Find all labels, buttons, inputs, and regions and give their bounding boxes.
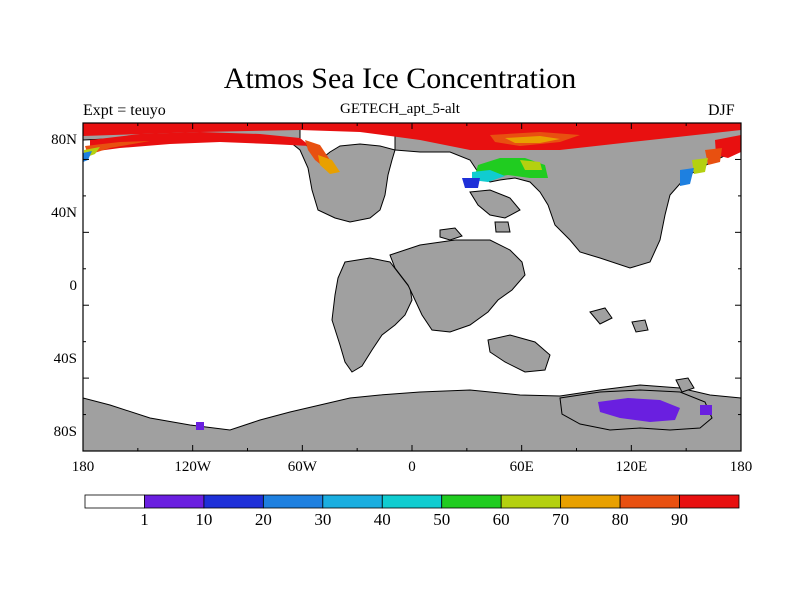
sea-ice-east-red bbox=[715, 135, 741, 158]
sea-ice-eurasian-yellow bbox=[520, 160, 542, 170]
lon-label-4: 60E bbox=[509, 459, 534, 475]
colorbar-swatch-5 bbox=[381, 494, 443, 509]
colorbar-swatch-10 bbox=[679, 494, 740, 509]
colorbar-swatch-4 bbox=[322, 494, 383, 509]
colorbar-swatch-7 bbox=[500, 494, 562, 509]
sea-ice-antarctic-2 bbox=[700, 405, 712, 415]
sea-ice-pacific-orange bbox=[85, 141, 150, 155]
lat-label-2: 0 bbox=[69, 278, 78, 294]
lat-label-4: 80S bbox=[53, 423, 77, 440]
colorbar-label-3: 30 bbox=[314, 510, 332, 529]
lon-label-6: 180 bbox=[729, 459, 753, 475]
lon-label-5: 120E bbox=[615, 459, 648, 475]
colorbar-label-4: 40 bbox=[373, 510, 391, 529]
lon-label-0: 180 bbox=[71, 459, 95, 475]
map-subtitle: GETECH_apt_5-alt bbox=[340, 101, 460, 117]
axis-ticks bbox=[82, 122, 742, 452]
colorbar-swatch-0 bbox=[84, 494, 145, 509]
colorbar-swatch-6 bbox=[441, 494, 502, 509]
colorbar-swatch-1 bbox=[144, 494, 205, 509]
colorbar-label-2: 20 bbox=[254, 510, 272, 529]
sea-ice-atlantic-amber bbox=[318, 155, 340, 174]
experiment-label: Expt = teuyo bbox=[83, 102, 166, 119]
map-plot-area bbox=[83, 123, 741, 451]
colorbar bbox=[84, 494, 740, 509]
colorbar-label-1: 10 bbox=[195, 510, 213, 529]
land-island-4 bbox=[631, 319, 649, 333]
sea-ice-antarctic-1 bbox=[598, 398, 680, 422]
season-label: DJF bbox=[708, 102, 735, 119]
sea-ice-pacific-red bbox=[90, 132, 310, 152]
sea-ice-east-blue bbox=[680, 168, 694, 186]
land-island-3 bbox=[589, 307, 613, 325]
colorbar-label-6: 60 bbox=[492, 510, 510, 529]
colorbar-swatch-2 bbox=[203, 494, 264, 509]
sea-ice-arctic-amber bbox=[505, 136, 560, 143]
lon-label-2: 60W bbox=[287, 459, 317, 475]
land-island-2 bbox=[494, 221, 511, 233]
colorbar-swatch-9 bbox=[619, 494, 680, 509]
lat-label-0: 80N bbox=[51, 132, 77, 149]
colorbar-swatch-8 bbox=[560, 494, 621, 509]
sea-ice-east-yellow bbox=[692, 158, 708, 174]
colorbar-label-8: 80 bbox=[611, 510, 629, 529]
lon-label-3: 0 bbox=[408, 459, 416, 475]
colorbar-label-0: 1 bbox=[140, 510, 149, 529]
land-africa bbox=[389, 239, 526, 333]
colorbar-swatch-3 bbox=[262, 494, 324, 509]
land-new-zealand bbox=[675, 377, 695, 393]
sea-ice-eurasian-cyan bbox=[472, 170, 505, 182]
land-europe bbox=[469, 189, 521, 219]
land-india bbox=[487, 334, 551, 373]
lat-label-1: 40N bbox=[51, 205, 77, 222]
sea-ice-antarctic-3 bbox=[196, 422, 204, 430]
colorbar-label-9: 90 bbox=[671, 510, 689, 529]
lon-label-1: 120W bbox=[174, 459, 211, 475]
sea-ice-east-orange bbox=[705, 148, 722, 165]
colorbar-label-7: 70 bbox=[552, 510, 570, 529]
sea-ice-eurasian-blue bbox=[462, 178, 480, 188]
colorbar-label-5: 50 bbox=[433, 510, 451, 529]
land-island-1 bbox=[439, 227, 463, 241]
map-title: Atmos Sea Ice Concentration bbox=[223, 62, 577, 95]
lat-label-3: 40S bbox=[53, 350, 77, 367]
sea-ice-arctic bbox=[83, 123, 741, 150]
